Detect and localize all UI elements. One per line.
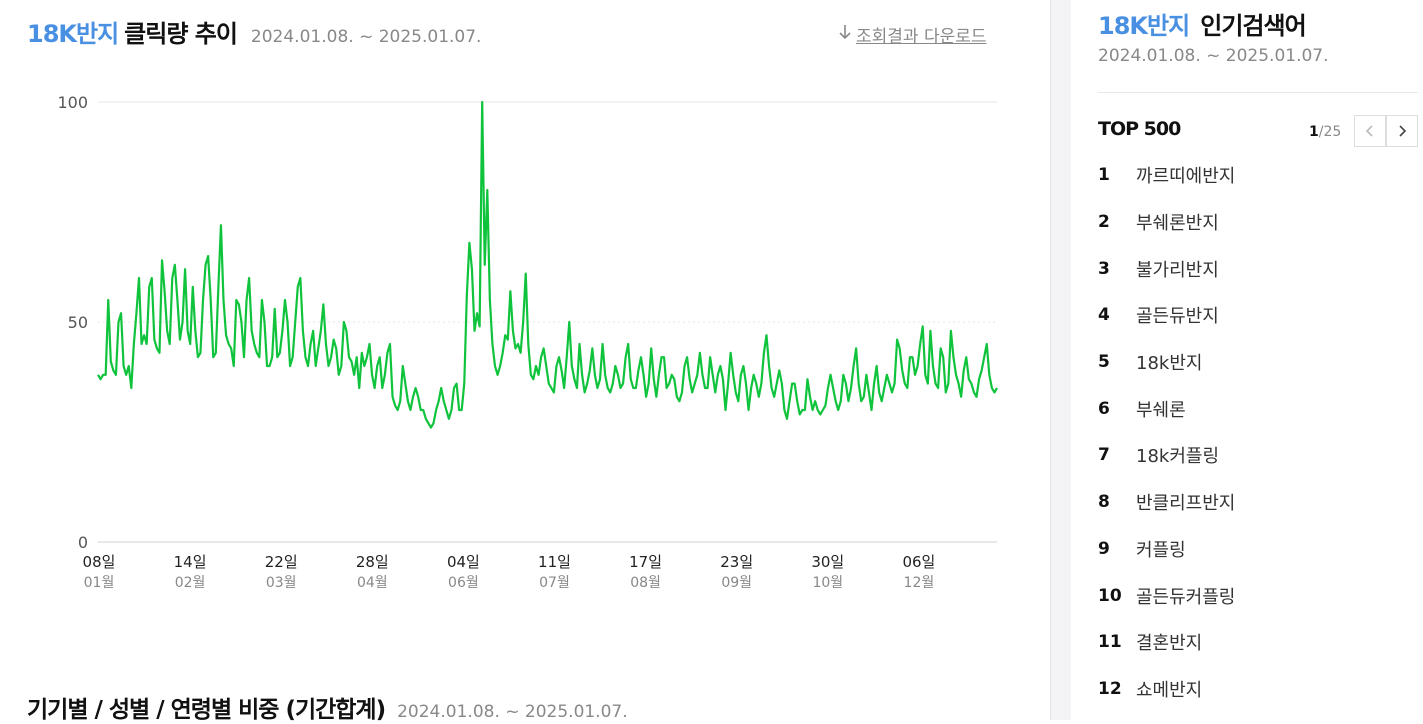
series-line <box>97 100 998 429</box>
rank-number: 11 <box>1098 632 1122 653</box>
rank-item[interactable]: 6 부쉐론 <box>1098 385 1235 432</box>
y-tick-label: 50 <box>68 313 88 332</box>
trend-panel: 18K반지 클릭량 추이 2024.01.08. ~ 2025.01.07. 조… <box>27 14 998 723</box>
x-tick-month: 10월 <box>812 575 843 591</box>
rank-number: 3 <box>1098 258 1110 279</box>
rank-item[interactable]: 10 골든듀커플링 <box>1098 572 1235 619</box>
x-tick-month: 08월 <box>630 575 661 591</box>
rank-number: 2 <box>1098 212 1110 233</box>
rank-keyword: 부쉐론 <box>1136 399 1186 421</box>
rank-keyword: 18k반지 <box>1136 353 1203 375</box>
title-period: 2024.01.08. ~ 2025.01.07. <box>250 27 482 47</box>
rank-keyword: 골든듀커플링 <box>1136 586 1236 608</box>
rank-item[interactable]: 1 까르띠에반지 <box>1098 152 1235 199</box>
section-title: 기기별 / 성별 / 연령별 비중 (기간합계) <box>27 697 386 723</box>
rank-keyword: 결혼반지 <box>1136 633 1203 655</box>
title-text: 클릭량 추이 <box>124 20 238 48</box>
chevron-left-icon <box>1365 125 1373 137</box>
rank-keyword: 까르띠에반지 <box>1136 166 1236 188</box>
x-tick-day: 30일 <box>811 553 844 571</box>
x-tick-month: 01월 <box>84 575 115 591</box>
page-title: 18K반지 클릭량 추이 2024.01.08. ~ 2025.01.07. <box>27 14 481 49</box>
x-tick-day: 04일 <box>447 553 480 571</box>
rank-item[interactable]: 9 커플링 <box>1098 526 1235 573</box>
sidebar-title-text: 인기검색어 <box>1200 12 1306 40</box>
rank-number: 1 <box>1098 165 1110 186</box>
x-tick-day: 06일 <box>902 553 935 571</box>
rank-keyword: 골든듀반지 <box>1136 306 1219 328</box>
rank-keyword: 불가리반지 <box>1136 259 1219 281</box>
section-period: 2024.01.08. ~ 2025.01.07. <box>397 702 628 722</box>
x-tick-day: 08일 <box>83 553 116 571</box>
rank-keyword: 18k커플링 <box>1136 446 1220 468</box>
x-tick-month: 07월 <box>539 575 570 591</box>
x-tick-day: 28일 <box>356 553 389 571</box>
download-results-link[interactable]: 조회결과 다운로드 <box>838 22 987 47</box>
chevron-right-icon <box>1399 125 1407 137</box>
x-tick-day: 22일 <box>265 553 298 571</box>
page-current: 1 <box>1309 124 1319 140</box>
download-arrow-icon <box>838 24 852 45</box>
rank-item[interactable]: 11 결혼반지 <box>1098 619 1235 666</box>
keyword-rank-list: 1 까르띠에반지 2 부쉐론반지 3 불가리반지 4 골든듀반지 5 18k반지 6 부쉐론 7 18k커… <box>1098 152 1235 712</box>
rank-keyword: 반클리프반지 <box>1136 493 1236 515</box>
rank-number: 5 <box>1098 352 1110 373</box>
x-tick-day: 23일 <box>720 553 753 571</box>
top-label: TOP 500 <box>1098 118 1181 140</box>
panel-divider <box>1050 0 1071 720</box>
page-total: /25 <box>1318 124 1342 140</box>
x-tick-day: 17일 <box>629 553 662 571</box>
x-tick-month: 03월 <box>266 575 297 591</box>
section-title-row: 기기별 / 성별 / 연령별 비중 (기간합계) 2024.01.08. ~ 2… <box>27 690 628 724</box>
page-indicator: 1/25 <box>1309 124 1341 140</box>
sidebar-title-keyword: 18K반지 <box>1098 12 1190 40</box>
x-tick-month: 06월 <box>448 575 479 591</box>
sidebar-divider <box>1098 92 1418 93</box>
rank-item[interactable]: 5 18k반지 <box>1098 339 1235 386</box>
rank-number: 6 <box>1098 398 1110 419</box>
x-tick-month: 09월 <box>721 575 752 591</box>
rank-number: 7 <box>1098 445 1110 466</box>
rank-number: 9 <box>1098 538 1110 559</box>
rank-number: 8 <box>1098 492 1110 513</box>
rank-keyword: 쇼메반지 <box>1136 679 1203 701</box>
sidebar-period: 2024.01.08. ~ 2025.01.07. <box>1098 46 1329 66</box>
popular-keywords-panel: 18K반지 인기검색어 2024.01.08. ~ 2025.01.07. TO… <box>1071 0 1423 720</box>
rank-keyword: 커플링 <box>1136 539 1186 561</box>
rank-item[interactable]: 4 골든듀반지 <box>1098 292 1235 339</box>
sidebar-title: 18K반지 인기검색어 <box>1098 6 1307 41</box>
rank-number: 4 <box>1098 305 1110 326</box>
next-page-button[interactable] <box>1386 115 1418 147</box>
rank-number: 12 <box>1098 678 1122 699</box>
download-label: 조회결과 다운로드 <box>856 27 987 47</box>
x-tick-day: 14일 <box>174 553 207 571</box>
click-trend-chart: 0 50 100 08일 01월 14일 02월 22일 03월 28일 04월 04일 06월 11일 0… <box>57 93 998 591</box>
rank-item[interactable]: 7 18k커플링 <box>1098 432 1235 479</box>
rank-item[interactable]: 12 쇼메반지 <box>1098 666 1235 713</box>
rank-item[interactable]: 3 불가리반지 <box>1098 245 1235 292</box>
x-tick-month: 04월 <box>357 575 388 591</box>
x-tick-month: 12월 <box>904 575 935 591</box>
rank-number: 10 <box>1098 585 1122 606</box>
rank-item[interactable]: 8 반클리프반지 <box>1098 479 1235 526</box>
x-tick-month: 02월 <box>175 575 206 591</box>
y-tick-label: 100 <box>57 93 88 112</box>
rank-keyword: 부쉐론반지 <box>1136 213 1219 235</box>
title-keyword: 18K반지 <box>27 20 119 48</box>
prev-page-button[interactable] <box>1354 115 1386 147</box>
x-tick-day: 11일 <box>538 553 571 571</box>
y-tick-label: 0 <box>78 533 88 552</box>
rank-item[interactable]: 2 부쉐론반지 <box>1098 199 1235 246</box>
